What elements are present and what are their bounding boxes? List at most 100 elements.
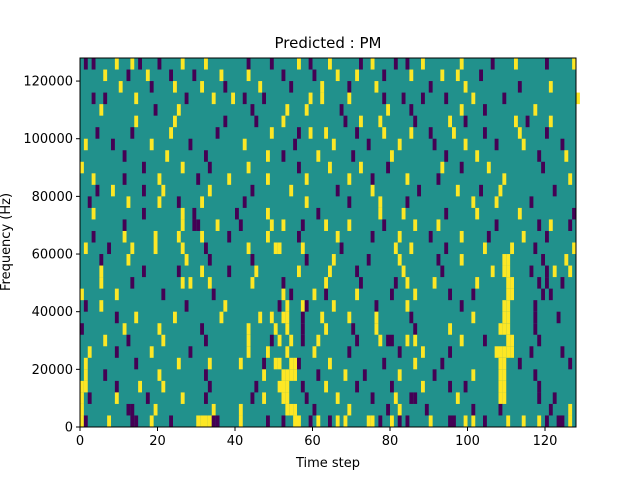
heatmap-cell xyxy=(188,277,193,289)
heatmap-cell xyxy=(448,115,453,128)
heatmap-cell xyxy=(266,346,270,358)
heatmap-cell xyxy=(328,161,332,174)
heatmap-cell xyxy=(149,81,154,93)
heatmap-cell xyxy=(80,403,84,416)
heatmap-cell xyxy=(463,138,468,151)
heatmap-cell xyxy=(204,242,208,255)
heatmap-cell xyxy=(308,58,313,70)
heatmap-cell xyxy=(207,184,212,197)
heatmap-cell xyxy=(572,242,577,255)
heatmap-cell xyxy=(378,207,383,220)
heatmap-cell xyxy=(192,69,197,82)
heatmap-cell xyxy=(506,277,511,289)
heatmap-cell xyxy=(366,415,371,427)
heatmap-cell xyxy=(444,92,449,105)
x-axis-label: Time step xyxy=(295,456,360,471)
heatmap-cell xyxy=(126,254,131,266)
heatmap-cell xyxy=(285,346,290,358)
heatmap-cell xyxy=(254,115,259,128)
heatmap-cell xyxy=(138,380,143,393)
y-tick-label: 20000 xyxy=(32,363,73,378)
heatmap-cell xyxy=(537,334,542,347)
heatmap-cell xyxy=(506,288,511,301)
heatmap-cell xyxy=(142,161,146,174)
heatmap-cell xyxy=(483,104,487,116)
heatmap-cell xyxy=(246,323,251,335)
heatmap-cell xyxy=(324,277,329,289)
heatmap-cell xyxy=(215,127,220,139)
heatmap-cell xyxy=(498,184,503,197)
heatmap-cell xyxy=(277,334,282,347)
heatmap-cell xyxy=(552,392,557,404)
heatmap-cell xyxy=(304,104,309,116)
heatmap-cell xyxy=(355,127,360,139)
heatmap-cell xyxy=(510,277,515,289)
heatmap-cell xyxy=(506,334,511,347)
heatmap-cell xyxy=(347,311,352,324)
heatmap-cell xyxy=(545,277,549,289)
heatmap-cell xyxy=(393,242,398,255)
heatmap-cell xyxy=(130,403,135,416)
heatmap-cell xyxy=(266,173,270,185)
heatmap-cell xyxy=(537,219,542,231)
heatmap-cell xyxy=(533,300,538,312)
heatmap-cell xyxy=(192,219,197,231)
heatmap-cell xyxy=(246,161,251,174)
heatmap-cell xyxy=(134,92,139,105)
heatmap-cell xyxy=(413,334,418,347)
heatmap-cell xyxy=(483,334,487,347)
heatmap-cell xyxy=(552,265,557,278)
heatmap-cell xyxy=(455,392,460,404)
heatmap-cell xyxy=(103,92,108,105)
heatmap-cell xyxy=(382,127,387,139)
heatmap-cell xyxy=(331,138,336,151)
heatmap-cell xyxy=(153,242,158,255)
heatmap-cell xyxy=(359,277,363,289)
chart-title: Predicted : PM xyxy=(275,34,382,52)
heatmap-cell xyxy=(548,288,553,301)
heatmap-cell xyxy=(223,300,228,312)
heatmap-cell xyxy=(378,415,383,427)
heatmap-cell xyxy=(568,403,573,416)
heatmap-cell xyxy=(568,357,573,370)
heatmap-cell xyxy=(490,265,495,278)
heatmap-cell xyxy=(448,346,453,358)
heatmap-cell xyxy=(285,300,290,312)
heatmap-cell xyxy=(176,357,181,370)
heatmap-cell xyxy=(258,81,263,93)
heatmap-cell xyxy=(145,392,150,404)
heatmap-cells xyxy=(80,58,580,427)
heatmap-cell xyxy=(475,207,480,220)
heatmap-cell xyxy=(180,242,185,255)
y-axis-ticks: 0 20000 40000 60000 80000 100000 120000 xyxy=(23,75,80,436)
heatmap-cell xyxy=(289,369,294,381)
heatmap-cell xyxy=(176,104,181,116)
heatmap-cell xyxy=(122,173,127,185)
heatmap-cell xyxy=(285,311,290,324)
heatmap-cell xyxy=(207,161,212,174)
heatmap-cell xyxy=(300,380,305,393)
heatmap-cell xyxy=(254,380,259,393)
heatmap-cell xyxy=(409,311,414,324)
heatmap-cell xyxy=(545,58,549,70)
heatmap-cell xyxy=(347,81,352,93)
heatmap-cell xyxy=(207,415,212,427)
heatmap-cell xyxy=(409,127,414,139)
heatmap-cell xyxy=(537,150,542,162)
heatmap-cell xyxy=(192,207,197,220)
heatmap-cell xyxy=(560,138,565,151)
heatmap-cell xyxy=(405,196,410,208)
heatmap-cell xyxy=(165,150,170,162)
heatmap-cell xyxy=(80,415,84,427)
heatmap-cell xyxy=(428,415,433,427)
heatmap-cell xyxy=(514,58,518,70)
heatmap-cell xyxy=(401,207,406,220)
heatmap-cell xyxy=(130,277,135,289)
heatmap-cell xyxy=(444,150,449,162)
heatmap-cell xyxy=(153,403,158,416)
heatmap-cell xyxy=(126,69,131,82)
heatmap-cell xyxy=(463,115,468,128)
heatmap-cell xyxy=(355,265,360,278)
heatmap-cell xyxy=(83,58,88,70)
heatmap-cell xyxy=(545,415,549,427)
